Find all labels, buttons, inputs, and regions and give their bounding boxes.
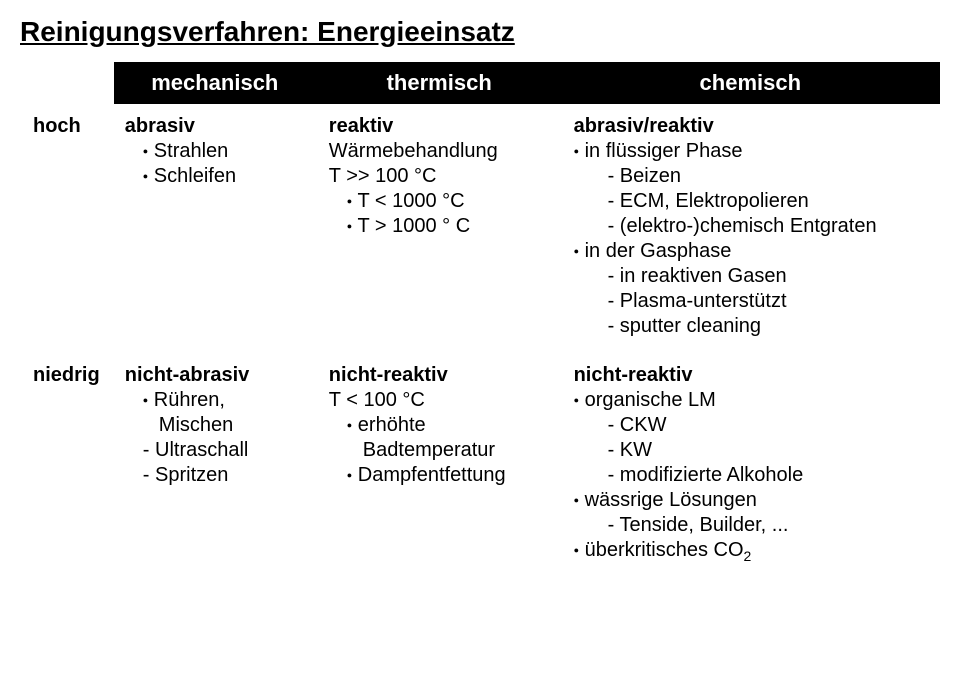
row-niedrig: niedrig nicht-abrasiv ● Rühren, Mischen … xyxy=(21,353,939,580)
nied-mech-d0: - Ultraschall xyxy=(125,438,307,463)
nied-mech-d1: - Spritzen xyxy=(125,463,307,488)
hoch-therm-line1: Wärmebehandlung xyxy=(329,139,552,164)
nied-chem-b1-d2: - modifizierte Alkohole xyxy=(574,463,929,488)
hoch-chem-b1: ● in flüssiger Phase xyxy=(574,139,929,164)
nied-chem-b1: ● organische LM xyxy=(574,388,929,413)
hoch-therm-sub-1: ● T > 1000 ° C xyxy=(329,214,552,239)
nied-therm-b2-text: Dampfentfettung xyxy=(358,464,506,486)
hoch-chem-b2-d1: - Plasma-unterstützt xyxy=(574,289,929,314)
cell-hoch-thermisch: reaktiv Wärmebehandlung T >> 100 °C ● T … xyxy=(317,103,562,353)
nied-therm-b1-l2: Badtemperatur xyxy=(329,438,552,463)
header-mechanisch: mechanisch xyxy=(113,63,317,103)
nied-chem-b2-text: wässrige Lösungen xyxy=(585,489,757,511)
header-blank xyxy=(21,63,113,103)
nied-chem-b1-d0: - CKW xyxy=(574,413,929,438)
nied-therm-b1-text: erhöhte xyxy=(358,414,426,436)
level-hoch: hoch xyxy=(21,103,113,353)
hoch-mech-item-0: ● Strahlen xyxy=(125,139,307,164)
row-hoch: hoch abrasiv ● Strahlen ● Schleifen reak… xyxy=(21,103,939,353)
nied-chem-b1-text: organische LM xyxy=(585,389,716,411)
hoch-chem-b2-text: in der Gasphase xyxy=(585,240,732,262)
header-thermisch: thermisch xyxy=(317,63,562,103)
cell-hoch-mechanisch: abrasiv ● Strahlen ● Schleifen xyxy=(113,103,317,353)
hoch-chem-b1-d2: - (elektro-)chemisch Entgraten xyxy=(574,214,929,239)
nied-mech-b1-text: Rühren, xyxy=(154,389,225,411)
nied-chem-heading: nicht-reaktiv xyxy=(574,363,929,388)
hoch-chem-b1-d0: - Beizen xyxy=(574,164,929,189)
nied-chem-b3: ● überkritisches CO2 xyxy=(574,538,929,566)
hoch-chem-b2-d0: - in reaktiven Gasen xyxy=(574,264,929,289)
hoch-chem-b2-d2: - sputter cleaning xyxy=(574,314,929,339)
hoch-chem-b1-text: in flüssiger Phase xyxy=(585,140,743,162)
hoch-mech-item-0-text: Strahlen xyxy=(154,140,229,162)
nied-chem-b3-pre: überkritisches CO xyxy=(585,539,744,561)
cell-niedrig-mechanisch: nicht-abrasiv ● Rühren, Mischen - Ultras… xyxy=(113,353,317,580)
nied-mech-heading: nicht-abrasiv xyxy=(125,363,307,388)
cell-niedrig-chemisch: nicht-reaktiv ● organische LM - CKW - KW… xyxy=(562,353,939,580)
header-chemisch: chemisch xyxy=(562,63,939,103)
hoch-chem-b1-d1: - ECM, Elektropolieren xyxy=(574,189,929,214)
hoch-chem-b2: ● in der Gasphase xyxy=(574,239,929,264)
page-title: Reinigungsverfahren: Energieeinsatz xyxy=(20,16,940,48)
nied-therm-b2: ● Dampfentfettung xyxy=(329,463,552,488)
comparison-table: mechanisch thermisch chemisch hoch abras… xyxy=(20,62,940,580)
nied-chem-b3-sub: 2 xyxy=(744,548,752,564)
cell-hoch-chemisch: abrasiv/reaktiv ● in flüssiger Phase - B… xyxy=(562,103,939,353)
nied-therm-line1: T < 100 °C xyxy=(329,388,552,413)
hoch-therm-line2: T >> 100 °C xyxy=(329,164,552,189)
nied-chem-b2: ● wässrige Lösungen xyxy=(574,488,929,513)
nied-chem-b2-d0: - Tenside, Builder, ... xyxy=(574,513,929,538)
hoch-mech-heading: abrasiv xyxy=(125,114,307,139)
hoch-therm-sub-1-text: T > 1000 ° C xyxy=(357,215,470,237)
hoch-mech-item-1: ● Schleifen xyxy=(125,164,307,189)
nied-therm-b1: ● erhöhte xyxy=(329,413,552,438)
cell-niedrig-thermisch: nicht-reaktiv T < 100 °C ● erhöhte Badte… xyxy=(317,353,562,580)
nied-therm-heading: nicht-reaktiv xyxy=(329,363,552,388)
nied-mech-b1-l2: Mischen xyxy=(125,413,307,438)
hoch-chem-heading: abrasiv/reaktiv xyxy=(574,114,929,139)
nied-mech-b1: ● Rühren, xyxy=(125,388,307,413)
hoch-therm-heading: reaktiv xyxy=(329,114,552,139)
hoch-therm-sub-0: ● T < 1000 °C xyxy=(329,189,552,214)
hoch-therm-sub-0-text: T < 1000 °C xyxy=(357,190,464,212)
hoch-mech-item-1-text: Schleifen xyxy=(154,165,236,187)
nied-chem-b1-d1: - KW xyxy=(574,438,929,463)
level-niedrig: niedrig xyxy=(21,353,113,580)
